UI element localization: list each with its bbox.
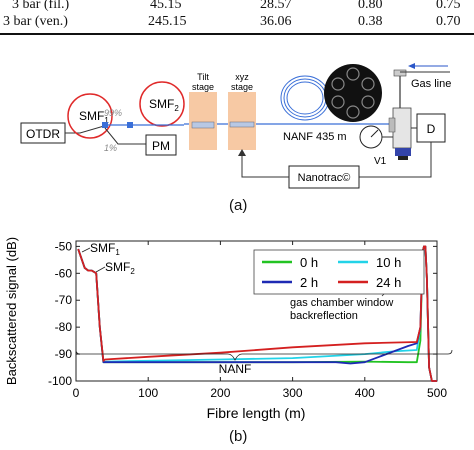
nanf-cross-section [324,64,382,122]
smf1-annotation: SMF1 [90,241,120,257]
y-tick-label: -100 [48,374,72,388]
gas-annotation-line1: gas chamber window [290,297,393,309]
tilt-label-2: stage [192,82,214,92]
series-line-24h [77,245,437,382]
smf2-pointer [95,266,106,273]
y-tick-label: -50 [55,239,73,253]
pm-box [145,134,177,156]
cell: 0.70 [436,14,461,29]
table-bottom-rule [0,33,474,35]
gasline-label: Gas line [411,78,451,90]
tilt-holder [191,121,215,129]
v1-label: V1 [374,156,387,167]
row-label: 3 bar (ven.) [3,14,68,29]
y-axis-label: Backscattered signal (dB) [4,237,19,385]
pm-label: PM [152,139,170,153]
smf1-pointer [81,247,91,253]
cell: 245.15 [148,14,187,29]
legend [253,249,425,295]
cell: 45.15 [150,0,182,12]
cell: 0.80 [358,0,383,12]
gas-chamber [388,69,412,160]
cell: 36.06 [260,14,292,29]
gas-arrowhead [408,63,415,69]
y-tick-label: -80 [55,320,73,334]
smf2-coil [139,81,185,127]
y-tick-label: -90 [55,347,73,361]
nanf-label: NANF 435 m [283,131,347,143]
feedback-line-2 [241,154,289,178]
tap-line [104,127,146,145]
nanf-coil [280,75,330,121]
x-tick-label: 500 [427,386,447,400]
legend-label: 24 h [376,275,401,290]
legend-label: 0 h [300,255,318,270]
smf2-label: SMF2 [149,97,179,113]
cell: 0.75 [436,0,461,12]
otdr-label: OTDR [26,127,60,141]
pct1-label: 1% [104,143,117,153]
smf2-annotation: SMF2 [105,260,135,276]
x-axis-ticks: 0 100 200 300 400 500 [73,241,447,400]
table-row: 3 bar (ven.) 245.15 36.06 0.38 0.70 [0,14,474,29]
setup-diagram: OTDR SMF1 99% 1% PM SMF2 Tilt stage xyz … [20,63,451,189]
nanf-annotation: NANF [219,362,252,376]
x-tick-label: 400 [355,386,375,400]
detector-label: D [427,122,436,136]
table-row: 3 bar (fil.) 45.15 28.57 0.80 0.75 [0,0,474,12]
y-tick-label: -60 [55,266,73,280]
gauge-needle [370,129,379,138]
y-axis-ticks: -50 -60 -70 -80 -90 -100 [48,239,437,388]
fibre-line [65,125,105,134]
otdr-chart: -50 -60 -70 -80 -90 -100 0 100 200 300 400 500 Bac… [4,237,453,421]
cross-section-tubes [331,67,375,119]
nanotrac-label: Nanotrac© [298,172,351,184]
legend-label: 10 h [376,255,401,270]
series-lines [77,245,437,382]
cell: 0.38 [358,14,383,29]
caption-a: (a) [229,197,248,214]
xyz-stage [228,92,256,150]
tilt-label-1: Tilt [197,72,209,82]
nanf-brace [75,349,453,361]
x-axis-label: Fibre length (m) [207,405,306,421]
smf1-coil [67,93,113,139]
smf1-label: SMF1 [79,109,109,125]
tilt-stage [189,92,217,150]
x-tick-label: 300 [283,386,303,400]
legend-label: 2 h [300,275,318,290]
row-label: 3 bar (fil.) [12,0,70,12]
caption-b: (b) [229,428,248,445]
gas-annotation-line2: backreflection [290,310,358,322]
legend-items: 0 h 10 h 2 h 24 h [262,255,401,290]
x-tick-label: 100 [138,386,158,400]
xyz-holder [229,121,255,128]
xyz-label-2: stage [231,82,253,92]
feedback-arrowhead [238,149,246,156]
x-tick-label: 0 [73,386,80,400]
x-tick-label: 200 [210,386,230,400]
y-tick-label: -70 [55,293,73,307]
coupler-1 [102,122,108,128]
detector-box [416,113,446,143]
feedback-line-1 [359,142,432,178]
xyz-label-1: xyz [235,72,249,82]
cell: 28.57 [260,0,292,12]
pct99-label: 99% [104,108,122,118]
